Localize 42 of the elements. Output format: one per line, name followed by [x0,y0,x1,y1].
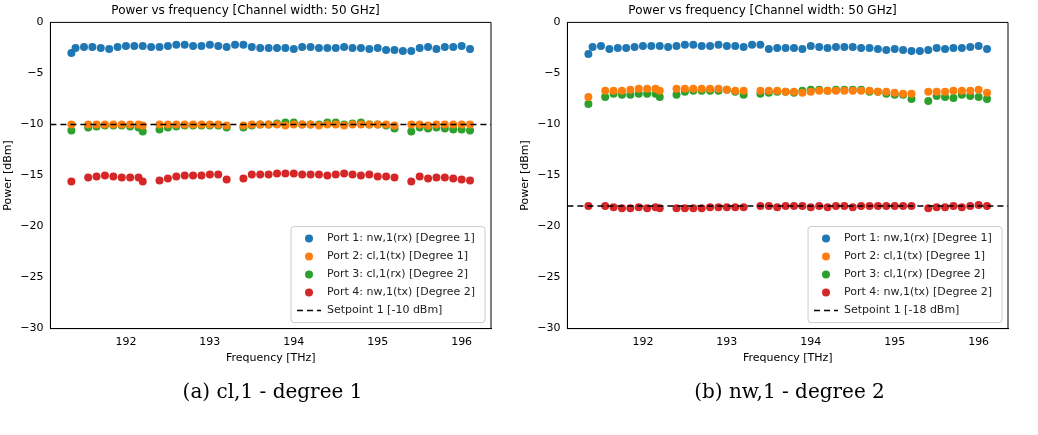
legend-label: Port 1: nw,1(rx) [Degree 1] [844,231,992,245]
y-tick-label: −25 [537,270,561,284]
y-tick-label: −30 [20,321,44,335]
y-axis-title: Power [dBm] [1,140,15,211]
legend-label: Port 2: cl,1(tx) [Degree 1] [327,249,469,263]
x-tick-label: 193 [716,335,738,349]
y-tick-label: 0 [553,15,561,29]
legend-label: Port 3: cl,1(rx) [Degree 2] [327,267,469,281]
text: (b) nw,1 - degree 2 [693,379,886,403]
x-tick-label: 195 [884,335,906,349]
y-tick-label: −15 [537,168,561,182]
x-tick-label: 195 [367,335,389,349]
y-tick-label: 0 [36,15,44,29]
x-axis-title: Frequency [THz] [742,351,833,365]
y-tick-label: −30 [537,321,561,335]
legend-label: Port 2: cl,1(tx) [Degree 1] [844,249,986,263]
x-tick-label: 196 [451,335,473,349]
y-tick-label: −25 [20,270,44,284]
legend-label: Port 4: nw,1(tx) [Degree 2] [327,285,475,299]
legend-label: Port 1: nw,1(rx) [Degree 1] [327,231,475,245]
legend-label: Setpoint 1 [-10 dBm] [327,303,443,317]
x-tick-label: 192 [115,335,137,349]
x-tick-label: 194 [800,335,822,349]
legend-label: Setpoint 1 [-18 dBm] [844,303,960,317]
y-tick-label: −5 [544,66,561,80]
x-tick-label: 192 [632,335,654,349]
legend-label: Port 4: nw,1(tx) [Degree 2] [844,285,992,299]
y-tick-label: −15 [20,168,44,182]
y-tick-label: −20 [537,219,561,233]
x-tick-label: 193 [199,335,221,349]
text: (a) cl,1 - degree 1 [181,379,364,403]
y-axis-title: Power [dBm] [518,140,532,211]
chart-title: Power vs frequency [Channel width: 50 GHz] [111,3,380,18]
y-tick-label: −10 [537,117,561,131]
x-axis-title: Frequency [THz] [225,351,316,365]
legend-label: Port 3: cl,1(rx) [Degree 2] [844,267,986,281]
x-tick-label: 194 [283,335,305,349]
y-tick-label: −5 [27,66,44,80]
x-tick-label: 196 [968,335,990,349]
y-tick-label: −10 [20,117,44,131]
chart-title: Power vs frequency [Channel width: 50 GHz] [628,3,897,18]
y-tick-label: −20 [20,219,44,233]
